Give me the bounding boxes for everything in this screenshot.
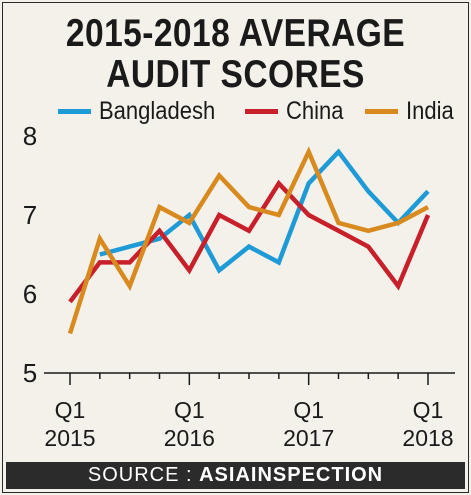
x-tick-label-quarter-2016: Q1: [174, 397, 205, 423]
source-prefix: SOURCE :: [87, 464, 200, 486]
legend-label-india: India: [406, 96, 455, 125]
x-tick-label-year-2016: 2016: [164, 425, 215, 451]
y-tick-label-8: 8: [23, 121, 37, 151]
legend-swatch-bangladesh: [58, 108, 91, 114]
legend-item-india: India: [365, 97, 460, 126]
x-tick-label-quarter-2015: Q1: [55, 397, 86, 423]
legend-swatch-china: [245, 108, 279, 114]
y-tick-label-7: 7: [23, 200, 37, 230]
y-tick-label-6: 6: [23, 279, 37, 309]
x-tick-label-quarter-2018: Q1: [413, 397, 444, 423]
series-line-india: [67, 146, 430, 335]
legend-item-china: China: [245, 97, 351, 126]
series-line-china: [68, 179, 431, 304]
chart-title-line-2: AUDIT SCORES: [106, 53, 365, 96]
x-tick-label-quarter-2017: Q1: [293, 397, 324, 423]
x-tick-label-year-2018: 2018: [402, 425, 453, 451]
chart-title-line-1: 2015-2018 AVERAGE: [65, 12, 406, 55]
legend-swatch-india: [365, 108, 399, 114]
legend: Bangladesh China India: [58, 97, 471, 125]
legend-label-china: China: [286, 96, 344, 125]
series-line-bangladesh: [99, 148, 430, 274]
x-tick-label-year-2015: 2015: [44, 425, 95, 451]
source-name: ASIAINSPECTION: [199, 464, 384, 486]
y-tick-label-5: 5: [23, 358, 37, 388]
legend-label-bangladesh: Bangladesh: [99, 96, 216, 125]
x-tick-label-year-2017: 2017: [283, 425, 334, 451]
source-bar: SOURCE : ASIAINSPECTION: [6, 462, 465, 489]
legend-item-bangladesh: Bangladesh: [58, 97, 231, 126]
